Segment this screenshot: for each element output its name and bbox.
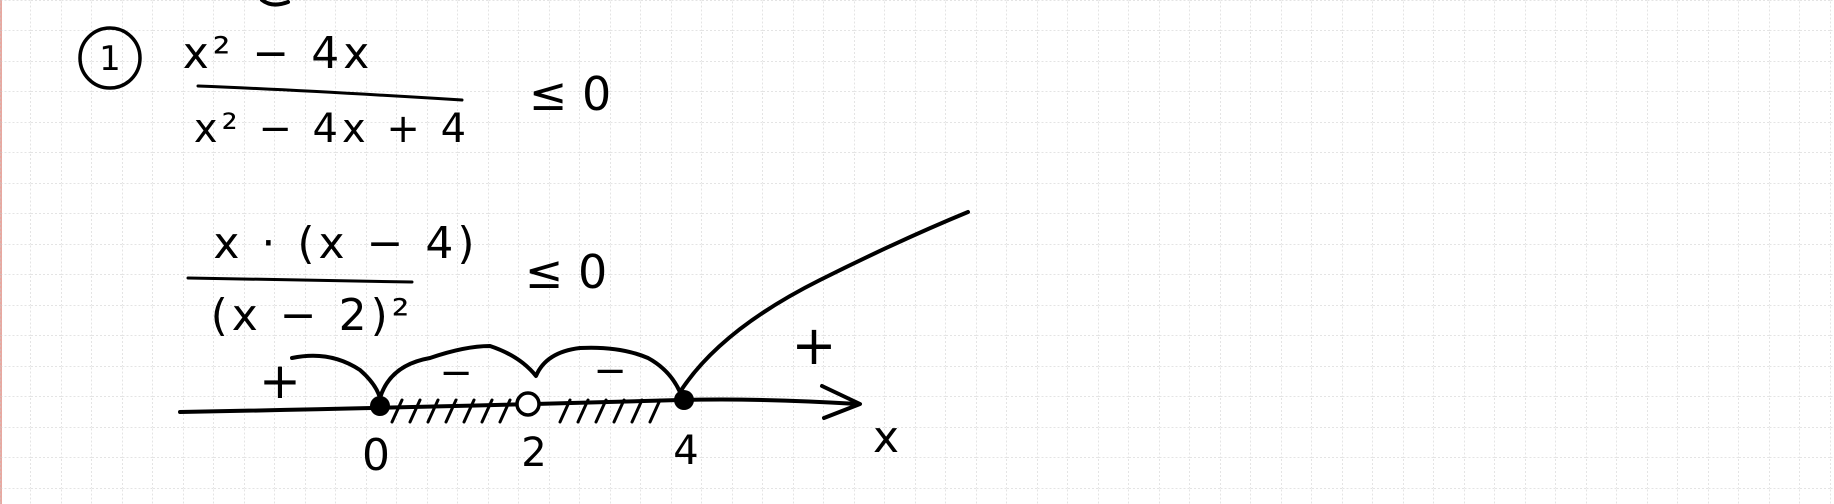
problem-number: 1 [99,39,121,79]
problem-number-badge: 1 [78,26,142,90]
stray-stroke [260,0,290,7]
sign-interval-4: + [791,314,836,377]
point-2-hollow [515,391,541,417]
point-label-4: 4 [673,428,698,474]
fraction-1-numerator: x² − 4x [183,28,374,79]
point-label-0: 0 [362,430,390,481]
sign-interval-3: − [593,348,627,394]
number-line-axis [178,397,860,414]
fraction-2: x · (x − 4) (x − 2)² [186,218,478,341]
fraction-2-bar [186,276,414,284]
axis-label: x [873,412,899,463]
fraction-1-denominator: x² − 4x + 4 [194,106,470,152]
axis-arrow [820,384,862,420]
fraction-2-denominator: (x − 2)² [211,290,414,341]
relation-2: ≤ 0 [525,245,607,299]
fraction-1-bar [196,84,464,102]
point-label-2: 2 [521,430,546,476]
fraction-2-numerator: x · (x − 4) [213,218,478,269]
sign-interval-2: − [439,350,473,396]
number-circle [78,26,142,90]
point-4-filled [674,390,694,410]
sign-curve [290,210,970,400]
point-0-filled [370,396,390,416]
fraction-1: x² − 4x x² − 4x + 4 [183,28,470,152]
relation-1: ≤ 0 [529,67,611,121]
sign-interval-1: + [259,352,301,410]
